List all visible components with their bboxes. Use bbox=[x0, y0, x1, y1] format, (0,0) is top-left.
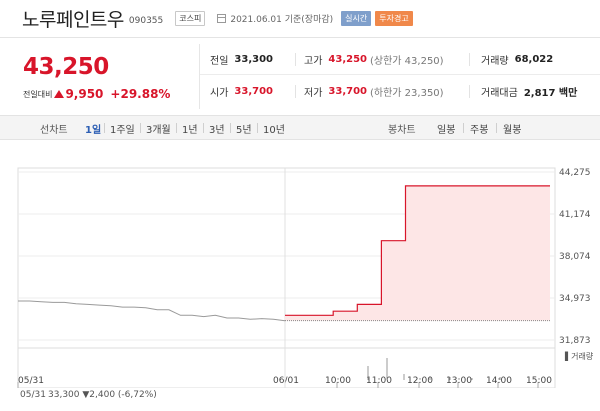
change-label: 전일대비 bbox=[23, 89, 53, 99]
current-price: 43,250 bbox=[23, 54, 109, 80]
market-badge: 코스피 bbox=[175, 11, 206, 26]
tab-1d[interactable]: 1일 bbox=[85, 125, 102, 136]
chart-svg: 44,275 41,174 38,074 34,973 31,873 ▌거래량 05/31 0… bbox=[17, 167, 594, 388]
y-tick-label: 44,275 bbox=[559, 168, 591, 178]
y-tick-label: 31,873 bbox=[559, 336, 591, 346]
price-chart[interactable]: 44,275 41,174 38,074 34,973 31,873 ▌거래량 05/31 0… bbox=[0, 140, 600, 411]
tab-3y[interactable]: 3년 bbox=[209, 125, 225, 136]
date-text: 2021.06.01 기준(장마감) bbox=[230, 15, 334, 25]
up-triangle-icon bbox=[54, 90, 65, 98]
price-box: 43,250 전일대비 9,950 +29.88% bbox=[17, 44, 200, 109]
lower-limit: (하한가 23,350) bbox=[370, 88, 444, 99]
tab-divider bbox=[203, 123, 204, 133]
tab-divider bbox=[140, 123, 141, 133]
tab-10y[interactable]: 10년 bbox=[263, 125, 285, 136]
open-label: 시가 bbox=[210, 88, 229, 99]
candle-chart-label: 봉차트 bbox=[388, 125, 416, 136]
chart-frame bbox=[17, 167, 556, 388]
volume-label: ▌거래량 bbox=[564, 351, 594, 361]
amount-value: 2,817 백만 bbox=[523, 88, 578, 99]
prev-close-label: 전일 bbox=[210, 55, 229, 67]
volume-value: 68,022 bbox=[514, 53, 554, 65]
amount-label: 거래대금 bbox=[481, 88, 518, 99]
chart-footer: 05/31 33,300 ▼2,400 (-6,72%) bbox=[0, 388, 600, 411]
volume-label: 거래량 bbox=[481, 55, 509, 67]
x-tick-label: 05/31 bbox=[18, 376, 44, 386]
series-line-today bbox=[285, 185, 550, 316]
upper-limit: (상한가 43,250) bbox=[370, 55, 444, 67]
high-value: 43,250 bbox=[328, 53, 367, 65]
tab-daily-candle[interactable]: 일봉 bbox=[437, 125, 456, 136]
tab-divider bbox=[176, 123, 177, 133]
open-value: 33,700 bbox=[234, 86, 273, 97]
low-cell: 저가 33,700 (하한가 23,350) bbox=[304, 84, 444, 99]
stock-code: 090355 bbox=[128, 15, 164, 26]
x-tick-label: 06/01 bbox=[273, 376, 299, 386]
stock-name: 노루페인트우 bbox=[22, 9, 124, 31]
tab-divider bbox=[463, 123, 464, 133]
low-value: 33,700 bbox=[328, 86, 367, 97]
y-tick-label: 41,174 bbox=[559, 210, 591, 220]
change-value: 9,950 bbox=[65, 87, 104, 101]
tab-divider bbox=[257, 123, 258, 133]
low-label: 저가 bbox=[304, 88, 323, 99]
x-tick-label: 14:00 bbox=[486, 376, 512, 386]
divider bbox=[469, 53, 470, 66]
x-tick-label: 11:00 bbox=[366, 376, 392, 386]
y-tick-label: 34,973 bbox=[559, 294, 591, 304]
x-tick-label: 10:00 bbox=[325, 376, 351, 386]
price-change-row: 전일대비 9,950 +29.88% bbox=[23, 87, 170, 101]
chart-period-tabs: 선차트 1일 1주일 3개월 1년 3년 5년 10년 봉차트 일봉 주봉 월봉 bbox=[0, 115, 600, 140]
stock-header: 노루페인트우 090355 코스피 2021.06.01 기준(장마감) 실시간… bbox=[0, 0, 600, 38]
open-cell: 시가 33,700 bbox=[210, 84, 273, 99]
divider bbox=[295, 53, 296, 66]
tab-divider bbox=[230, 123, 231, 133]
tab-1w[interactable]: 1주일 bbox=[110, 125, 135, 136]
prev-close-value: 33,300 bbox=[234, 53, 273, 65]
line-chart-label: 선차트 bbox=[40, 125, 68, 136]
amount-cell: 거래대금 2,817 백만 bbox=[481, 84, 577, 99]
divider bbox=[295, 85, 296, 98]
date-area: 2021.06.01 기준(장마감) bbox=[217, 12, 333, 25]
stats-row: 시가 33,700 저가 33,700 (하한가 23,350) 거래대금 2,… bbox=[200, 76, 600, 107]
change-percent: +29.88% bbox=[110, 87, 171, 101]
x-tick-label: 15:00 bbox=[526, 376, 552, 386]
realtime-badge[interactable]: 실시간 bbox=[341, 11, 372, 26]
stats-row: 전일 33,300 고가 43,250 (상한가 43,250) 거래량 68,… bbox=[200, 44, 600, 75]
tab-3m[interactable]: 3개월 bbox=[146, 125, 171, 136]
prev-close-cell: 전일 33,300 bbox=[210, 52, 273, 67]
prev-date: 05/31 bbox=[20, 390, 46, 400]
tab-weekly-candle[interactable]: 주봉 bbox=[470, 125, 489, 136]
high-cell: 고가 43,250 (상한가 43,250) bbox=[304, 52, 444, 67]
tab-divider bbox=[104, 123, 105, 133]
calendar-icon bbox=[217, 14, 227, 23]
x-tick-label: 12:00 bbox=[407, 376, 433, 386]
stats-table: 전일 33,300 고가 43,250 (상한가 43,250) 거래량 68,… bbox=[199, 44, 600, 109]
tab-divider bbox=[496, 123, 497, 133]
series-area-today bbox=[285, 185, 550, 321]
prev-day-info: 33,300 ▼2,400 (-6,72%) bbox=[48, 390, 157, 400]
volume-cell: 거래량 68,022 bbox=[481, 52, 553, 67]
tab-5y[interactable]: 5년 bbox=[236, 125, 252, 136]
investment-warning-badge: 투자경고 bbox=[375, 11, 413, 26]
y-tick-label: 38,074 bbox=[559, 252, 591, 262]
divider bbox=[469, 85, 470, 98]
series-line-prev-day bbox=[18, 300, 286, 322]
x-tick-label: 13:00 bbox=[446, 376, 472, 386]
high-label: 고가 bbox=[304, 55, 323, 67]
tab-1y[interactable]: 1년 bbox=[182, 125, 198, 136]
tab-monthly-candle[interactable]: 월봉 bbox=[503, 125, 522, 136]
